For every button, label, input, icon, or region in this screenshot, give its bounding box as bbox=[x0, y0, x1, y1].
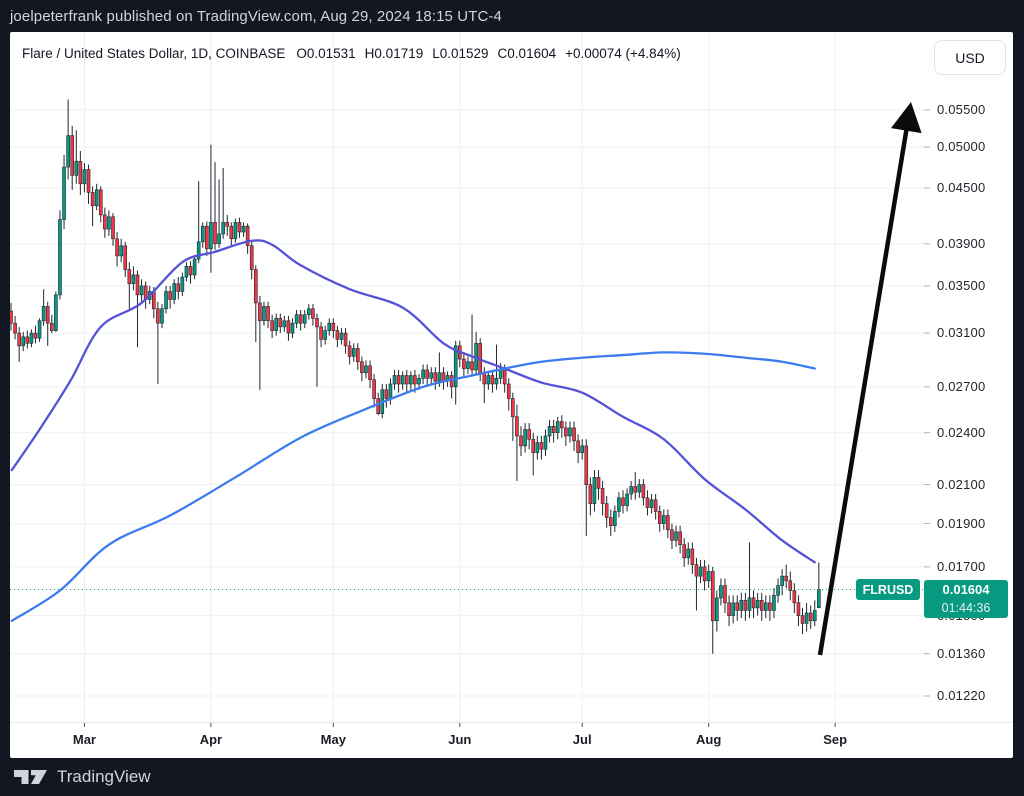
tradingview-logo-icon bbox=[14, 770, 47, 784]
time-axis-label: Jun bbox=[448, 732, 472, 747]
time-axis-label: May bbox=[320, 732, 346, 747]
last-price-label: 0.01604 01:44:36 bbox=[924, 580, 1008, 618]
price-tick-label: 0.02700 bbox=[937, 378, 986, 394]
symbol-title: Flare / United States Dollar, 1D, COINBA… bbox=[22, 46, 286, 61]
price-axis[interactable]: 0.05500 0.05000 0.04500 0.03900 0.03500 0.031… bbox=[930, 32, 1013, 722]
chart-legend[interactable]: Flare / United States Dollar, 1D, COINBA… bbox=[22, 46, 681, 61]
time-axis-label: Jul bbox=[572, 732, 592, 747]
price-tick-label: 0.05500 bbox=[937, 102, 986, 117]
trend-arrow[interactable] bbox=[817, 102, 922, 656]
last-price-value: 0.01604 bbox=[942, 582, 990, 597]
publish-text: joelpeterfrank published on TradingView.… bbox=[10, 7, 502, 25]
price-tick-label: 0.03500 bbox=[937, 277, 986, 293]
time-axis-label: Mar bbox=[72, 732, 96, 747]
footer-bar: TradingView bbox=[0, 758, 1024, 796]
price-tick-label: 0.02400 bbox=[937, 424, 986, 440]
high-value: H0.01719 bbox=[364, 46, 424, 61]
price-tick-label: 0.03900 bbox=[937, 235, 986, 251]
time-axis-label: Apr bbox=[199, 732, 223, 747]
price-tick-label: 0.01220 bbox=[937, 687, 986, 703]
time-axis-label: Sep bbox=[823, 732, 848, 747]
time-axis-label: Aug bbox=[696, 732, 722, 747]
price-tick-label: 0.04500 bbox=[937, 180, 986, 196]
currency-toggle-button[interactable]: USD bbox=[934, 40, 1006, 75]
candlestick-chart[interactable] bbox=[10, 32, 1013, 758]
ma_line_2[interactable] bbox=[10, 351, 816, 622]
ma_line_1[interactable] bbox=[10, 239, 816, 564]
price-tick-label: 0.05000 bbox=[937, 139, 986, 155]
candles bbox=[10, 99, 821, 654]
low-value: L0.01529 bbox=[432, 46, 489, 61]
publish-bar: joelpeterfrank published on TradingView.… bbox=[0, 0, 1024, 32]
price-tick-label: 0.01700 bbox=[937, 558, 986, 574]
change-value: +0.00074 (+4.84%) bbox=[565, 46, 681, 61]
price-tick-label: 0.03100 bbox=[937, 325, 986, 341]
open-value: O0.01531 bbox=[296, 46, 356, 61]
price-tick-label: 0.01360 bbox=[937, 645, 986, 661]
close-value: C0.01604 bbox=[497, 46, 557, 61]
symbol-price-flag: FLRUSD bbox=[856, 579, 920, 600]
price-tick-label: 0.01900 bbox=[937, 515, 986, 531]
time-axis[interactable]: Mar Apr May Jun Jul Aug Sep bbox=[10, 722, 1013, 759]
bar-countdown: 01:44:36 bbox=[941, 601, 991, 615]
price-tick-label: 0.02100 bbox=[937, 476, 986, 492]
chart-panel: Flare / United States Dollar, 1D, COINBA… bbox=[10, 32, 1013, 758]
footer-brand-text: TradingView bbox=[57, 767, 151, 786]
grid bbox=[10, 32, 930, 727]
